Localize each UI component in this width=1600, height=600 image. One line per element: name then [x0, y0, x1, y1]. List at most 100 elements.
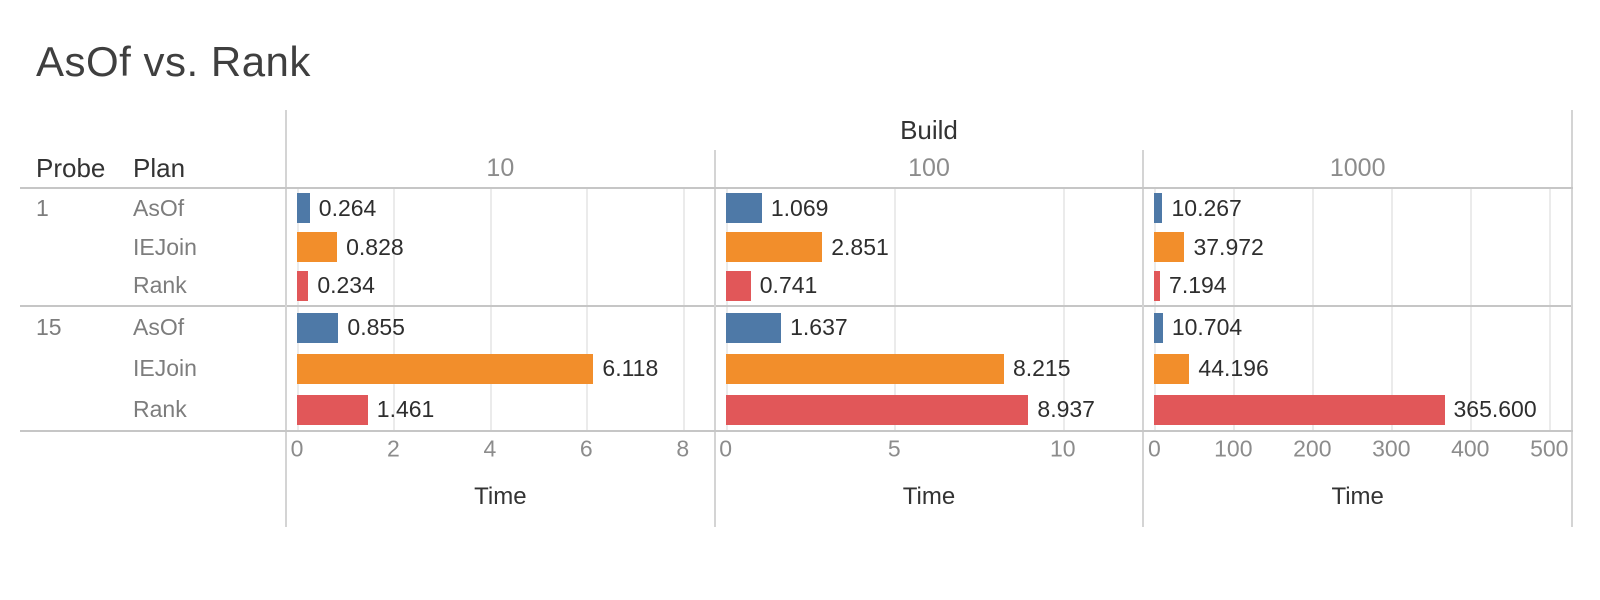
- bar-row: 6.118: [287, 348, 714, 389]
- bar-row: 0.741: [716, 266, 1143, 305]
- bar-probe15-iejoin-build10[interactable]: [297, 353, 594, 384]
- plan-row-label: IEJoin: [133, 233, 197, 260]
- x-axis-title: Time: [902, 482, 956, 510]
- axis-tick-label: 0: [719, 435, 733, 462]
- bar-row: 1.461: [287, 389, 714, 430]
- bar-probe1-iejoin-build100[interactable]: [725, 232, 823, 262]
- gridline: [1470, 189, 1473, 430]
- bar-probe15-asof-build1000[interactable]: [1154, 312, 1163, 343]
- bar-value-label: 7.194: [1169, 272, 1227, 299]
- gridline: [1154, 189, 1157, 430]
- bar-value-label: 365.600: [1453, 396, 1537, 422]
- chart-grid: Build Probe Plan 10 100 1000 1 AsOf IEJoin…: [20, 110, 1574, 527]
- row-label: IEJoin: [20, 228, 285, 267]
- bar-row: 2.851: [716, 228, 1143, 267]
- build-column-header: Build: [285, 110, 1573, 150]
- bar-probe1-rank-build100[interactable]: [725, 270, 751, 301]
- gridline: [1391, 189, 1394, 430]
- bar-value-label: 0.234: [317, 272, 375, 299]
- bar-group-probe-1: 10.267 37.972 7.194: [1144, 189, 1572, 307]
- panel-plot-build-100: 1.069 2.851 0.741 1.637 8.215 8.937: [713, 189, 1143, 430]
- bar-probe15-iejoin-build100[interactable]: [725, 353, 1004, 384]
- panel-label-build-1000: 1000: [1142, 150, 1574, 187]
- probe-row-label: 1: [36, 194, 49, 221]
- bar-probe15-asof-build100[interactable]: [725, 312, 782, 343]
- bar-row: 0.828: [287, 228, 714, 267]
- axis-tick-label: 0: [1147, 435, 1161, 462]
- bar-value-label: 0.855: [347, 314, 405, 340]
- bar-row: 1.069: [716, 189, 1143, 228]
- probe-row-label: 15: [36, 314, 62, 340]
- bar-row: 0.855: [287, 307, 714, 348]
- bar-group-probe-1: 0.264 0.828 0.234: [287, 189, 714, 307]
- bar-probe1-asof-build10[interactable]: [297, 193, 310, 224]
- gridline: [682, 189, 685, 430]
- bar-row: 10.267: [1144, 189, 1571, 228]
- chart-title: AsOf vs. Rank: [36, 38, 311, 85]
- bar-group-probe-1: 1.069 2.851 0.741: [715, 189, 1143, 307]
- bar-value-label: 1.461: [376, 396, 435, 422]
- bar-group-probe-15: 0.855 6.118 1.461: [287, 307, 714, 430]
- bar-group-probe-15: 10.704 44.196 365.600: [1144, 307, 1571, 430]
- bar-group-probe-15: 1.637 8.215 8.937: [716, 307, 1143, 430]
- axis-tick-label: 100: [1214, 435, 1253, 462]
- panel-label-build-100: 100: [713, 150, 1143, 187]
- axis-tick-label: 2: [387, 435, 400, 462]
- bar-value-label: 0.741: [759, 272, 818, 299]
- bar-row: 37.972: [1144, 228, 1571, 267]
- bar-row: 1.637: [716, 307, 1143, 348]
- header-spacer: [20, 110, 285, 150]
- gridline: [725, 189, 728, 430]
- bar-probe15-rank-build100[interactable]: [725, 394, 1029, 425]
- bar-value-label: 10.704: [1171, 314, 1243, 340]
- axis-tick-label: 400: [1451, 435, 1490, 462]
- bar-value-label: 44.196: [1198, 355, 1269, 381]
- row-header-column: 1 AsOf IEJoin Rank 15 AsOf IEJoin Rank: [20, 189, 285, 430]
- x-axis-title: Time: [474, 482, 527, 510]
- bar-probe1-rank-build1000[interactable]: [1154, 270, 1161, 301]
- gridline: [393, 189, 396, 430]
- bar-probe1-asof-build1000[interactable]: [1154, 193, 1163, 224]
- bar-row: 0.234: [287, 266, 714, 305]
- bar-probe1-iejoin-build1000[interactable]: [1154, 232, 1185, 262]
- x-axis-ticks-build-1000: 0 100 200 300 400 500: [1142, 432, 1574, 466]
- axis-tick-label: 5: [887, 435, 901, 462]
- row-header-group-probe-1: 1 AsOf IEJoin Rank: [20, 189, 285, 307]
- gridline: [1233, 189, 1236, 430]
- bar-value-label: 0.828: [346, 233, 404, 260]
- bar-probe1-rank-build10[interactable]: [297, 270, 309, 301]
- gridline-layer: [1144, 189, 1571, 430]
- bar-probe15-asof-build10[interactable]: [297, 312, 339, 343]
- axis-tick-label: 10: [1050, 435, 1076, 462]
- bar-value-label: 8.937: [1037, 396, 1095, 422]
- axis-tick-label: 6: [579, 435, 593, 462]
- bar-value-label: 8.215: [1012, 355, 1071, 381]
- gridline-layer: [287, 189, 714, 430]
- gridline: [894, 189, 897, 430]
- bar-probe15-iejoin-build1000[interactable]: [1154, 353, 1190, 384]
- bar-row: 8.215: [716, 348, 1143, 389]
- row-label: Rank: [20, 266, 285, 305]
- row-label: 15 AsOf: [20, 307, 285, 348]
- bar-probe1-asof-build100[interactable]: [725, 193, 762, 224]
- row-header-group-probe-15: 15 AsOf IEJoin Rank: [20, 307, 285, 430]
- gridline: [489, 189, 492, 430]
- axis-tick-label: 0: [290, 435, 304, 462]
- x-axis-ticks-build-10: 0 2 4 6 8: [285, 432, 714, 466]
- axis-tick-label: 8: [676, 435, 690, 462]
- gridline: [1062, 189, 1065, 430]
- ticks-spacer: [20, 432, 285, 466]
- bar-probe1-iejoin-build10[interactable]: [297, 232, 338, 262]
- bar-value-label: 10.267: [1171, 194, 1242, 221]
- panel-plot-build-10: 0.264 0.828 0.234 0.855 6.118 1.461: [285, 189, 714, 430]
- gridline: [586, 189, 589, 430]
- x-axis-title: Time: [1331, 482, 1384, 510]
- bar-row: 8.937: [716, 389, 1143, 430]
- bar-row: 10.704: [1144, 307, 1571, 348]
- axis-tick-label: 500: [1530, 435, 1569, 462]
- row-label: Rank: [20, 389, 285, 430]
- bar-probe15-rank-build1000[interactable]: [1154, 394, 1445, 425]
- bar-probe15-rank-build10[interactable]: [297, 394, 368, 425]
- bar-value-label: 2.851: [831, 233, 889, 260]
